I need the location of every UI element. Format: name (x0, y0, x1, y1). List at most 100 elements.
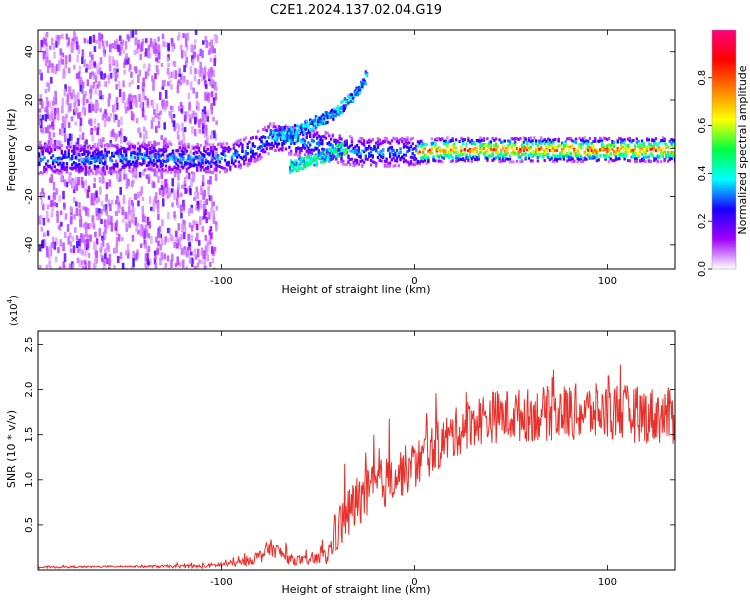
spectrogram-cell (123, 165, 126, 169)
spectrogram-cell (300, 138, 303, 142)
spectrogram-cell (213, 58, 217, 67)
spectrogram-cell (132, 170, 135, 178)
spectrogram-cell (171, 154, 175, 158)
spectrogram-cell (597, 150, 600, 154)
spectrogram-cell (298, 153, 301, 157)
spectrogram-cell (48, 60, 51, 68)
spectrogram-cell (140, 100, 143, 109)
spectrogram-cell (92, 222, 95, 228)
spectrogram-cell (581, 137, 585, 141)
spectrogram-cell (397, 141, 401, 145)
spectrogram-cell (38, 140, 42, 146)
spectrogram-cell (369, 147, 373, 151)
spectrogram-cell (147, 155, 150, 159)
spectrogram-cell (165, 178, 169, 187)
spectrogram-cell (562, 147, 566, 151)
spectrogram-cell (46, 65, 50, 73)
spectrogram-cell (322, 117, 326, 121)
spectrogram-cell (283, 136, 286, 140)
spectrogram-cell (548, 138, 552, 142)
spectrogram-cell (583, 136, 586, 140)
spectrogram-cell (477, 155, 480, 159)
spectrogram-cell (274, 148, 277, 152)
spectrogram-cell (342, 151, 345, 155)
spectrogram-cell (41, 152, 44, 156)
spectrogram-cell (53, 110, 57, 120)
spectrogram-cell (177, 223, 181, 231)
spectrogram-cell (175, 169, 178, 173)
spectrogram-cell (103, 73, 107, 79)
spectrogram-cell (200, 259, 204, 265)
spectrogram-cell (309, 156, 313, 160)
spectrogram-cell (512, 160, 515, 164)
spectrogram-cell (163, 253, 166, 260)
spectrogram-cell (51, 161, 55, 165)
spectrogram-cell (296, 136, 300, 140)
spectrogram-cell (519, 150, 522, 154)
spectrogram-cell (111, 104, 115, 113)
spectrogram-cell (298, 150, 301, 154)
spectrogram-cell (286, 138, 289, 142)
spectrogram-cell (112, 163, 116, 167)
spectrogram-cell (108, 215, 111, 222)
spectrogram-cell (665, 146, 668, 150)
spectrogram-cell (213, 81, 217, 91)
spectrogram-cell (203, 168, 206, 172)
spectrogram-frame (37, 29, 676, 270)
spectrogram-cell (434, 146, 437, 150)
spectrogram-cell (613, 159, 616, 163)
spectrogram-cell (204, 265, 207, 269)
snr-plot-area (38, 364, 675, 570)
spectrogram-cell (318, 118, 321, 122)
spectrogram-cell (194, 155, 197, 159)
spectrogram-cell (406, 138, 409, 142)
spectrogram-cell (166, 227, 170, 234)
spectrogram-cell (176, 148, 180, 152)
spectrogram-cell (39, 46, 43, 52)
spectrogram-cell (286, 125, 289, 129)
spectrogram-cell (161, 162, 164, 166)
spectrogram-cell (529, 145, 533, 149)
spectrogram-cell (60, 166, 63, 170)
spectrogram-cell (338, 152, 342, 156)
spectrogram-cell (456, 156, 460, 160)
spectrogram-cell (176, 201, 180, 208)
spectrogram-cell (118, 35, 122, 42)
spectrogram-cell (97, 149, 100, 153)
spectrogram-cell (46, 112, 49, 119)
spectrogram-cell (75, 151, 78, 161)
spectrogram-cell (84, 206, 88, 213)
spectrogram-cell (341, 99, 344, 103)
spectrogram-cell (281, 136, 284, 140)
spectrogram-cell (310, 152, 314, 156)
spectrogram-cell (38, 152, 41, 156)
spectrogram-cell (444, 153, 447, 157)
spectrogram-cell (359, 80, 363, 84)
spectrogram-cell (352, 150, 355, 154)
spectrogram-cell (366, 146, 369, 150)
spectrogram-cell (418, 160, 421, 164)
spectrogram-cell (172, 120, 176, 127)
spectrogram-cell (604, 147, 607, 151)
spectrogram-cell (477, 153, 480, 157)
spectrogram-cell (92, 200, 96, 206)
spectrogram-cell (138, 171, 142, 178)
spectrogram-cell (187, 92, 191, 100)
spectrogram-cell (303, 139, 307, 143)
spectrogram-cell (583, 140, 586, 144)
spectrogram-cell (122, 80, 125, 88)
spectrogram-cell (449, 153, 453, 157)
spectrogram-cell (625, 154, 628, 158)
spectrogram-cell (251, 136, 255, 140)
spectrogram-cell (128, 147, 131, 151)
spectrogram-cell (183, 144, 187, 148)
spectrogram-cell (212, 97, 216, 106)
spectrogram-cell (41, 157, 44, 161)
spectrogram-cell (234, 153, 237, 157)
spectrogram-cell (105, 112, 108, 121)
spectrogram-cell (73, 102, 77, 112)
spectrogram-cell (114, 151, 117, 155)
snr-y-tick-label: 1.5 (24, 427, 35, 443)
spectrogram-cell (223, 158, 227, 162)
spectrogram-cell (234, 164, 237, 168)
